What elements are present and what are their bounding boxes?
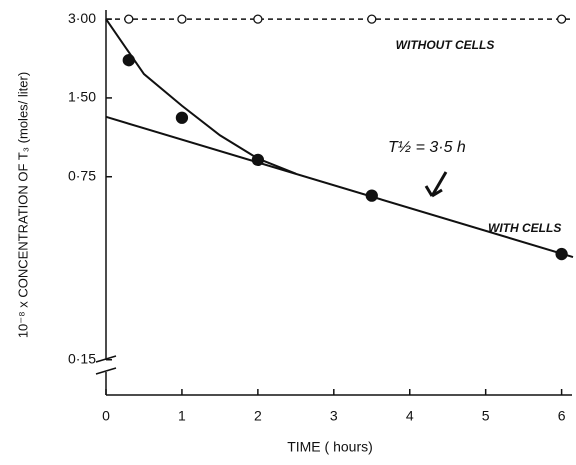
y-axis-label: 10⁻⁸ x CONCENTRATION OF T₃ (moles/ liter… [15, 72, 30, 338]
x-tick-label: 5 [482, 408, 490, 424]
data-point [251, 153, 265, 167]
data-point [365, 189, 378, 202]
arrow [424, 171, 448, 198]
data-point [175, 111, 189, 124]
y-tick-label: 0·75 [68, 167, 96, 183]
series-label: WITH CELLS [488, 221, 561, 235]
x-tick-label: 2 [254, 408, 262, 424]
y-tick-label: 0·15 [68, 350, 96, 366]
data-point [555, 247, 568, 261]
axis-break [95, 355, 117, 375]
fit-line [105, 115, 574, 259]
y-tick-label: 3·00 [68, 10, 96, 26]
x-tick-label: 4 [406, 408, 414, 424]
y-tick-label: 1·50 [68, 89, 96, 105]
data-point [556, 14, 567, 24]
series-label: WITHOUT CELLS [396, 38, 495, 52]
fit-line [105, 18, 297, 175]
data-point [124, 14, 134, 24]
x-tick-label: 1 [178, 408, 186, 424]
data-point [177, 14, 187, 24]
data-point [122, 54, 135, 67]
data-point [253, 14, 263, 24]
x-tick-label: 3 [330, 408, 338, 424]
x-tick-label: 0 [102, 408, 110, 424]
data-point [367, 14, 377, 24]
half-life-label: T½ = 3·5 h [388, 139, 466, 156]
x-tick-label: 6 [558, 408, 566, 424]
x-axis-label: TIME ( hours) [287, 439, 373, 455]
